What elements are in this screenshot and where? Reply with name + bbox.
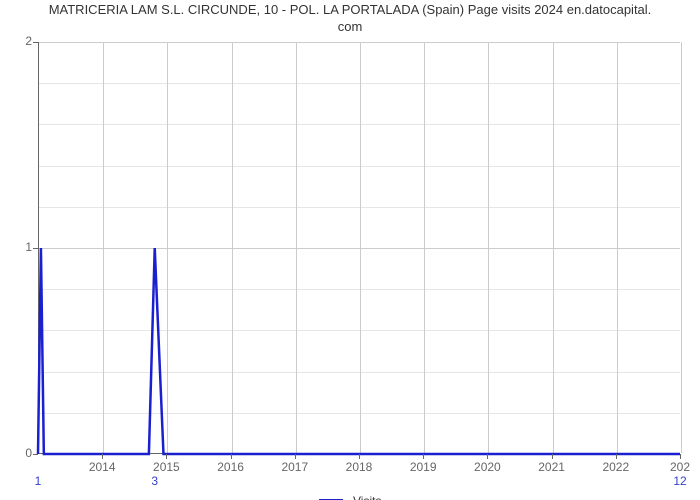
x-top-tick-mark xyxy=(616,454,617,459)
x-top-tick-mark xyxy=(102,454,103,459)
x-top-tick-mark xyxy=(295,454,296,459)
gridline-v xyxy=(681,42,682,453)
y-tick-label: 2 xyxy=(18,34,32,48)
y-tick-mark xyxy=(33,454,38,455)
x-bottom-label: 3 xyxy=(140,474,170,488)
x-top-tick-mark xyxy=(487,454,488,459)
x-top-label: 2018 xyxy=(334,460,384,474)
chart-title: MATRICERIA LAM S.L. CIRCUNDE, 10 - POL. … xyxy=(0,2,700,36)
series-line xyxy=(38,248,680,454)
y-tick-label: 0 xyxy=(18,446,32,460)
y-tick-mark xyxy=(33,42,38,43)
x-top-tick-mark xyxy=(359,454,360,459)
chart-title-line2: com xyxy=(338,19,363,34)
x-top-tick-mark xyxy=(423,454,424,459)
plot-area xyxy=(38,42,680,454)
chart-container: MATRICERIA LAM S.L. CIRCUNDE, 10 - POL. … xyxy=(0,0,700,500)
x-top-tick-mark xyxy=(231,454,232,459)
x-top-tick-mark xyxy=(166,454,167,459)
x-top-label: 2022 xyxy=(591,460,641,474)
x-top-label: 2021 xyxy=(527,460,577,474)
x-top-label: 202 xyxy=(655,460,700,474)
x-top-label: 2020 xyxy=(462,460,512,474)
line-series-layer xyxy=(38,42,680,454)
y-tick-mark xyxy=(33,248,38,249)
x-top-label: 2017 xyxy=(270,460,320,474)
legend: Visits xyxy=(0,492,700,500)
x-top-label: 2016 xyxy=(206,460,256,474)
chart-title-line1: MATRICERIA LAM S.L. CIRCUNDE, 10 - POL. … xyxy=(49,2,652,17)
x-top-label: 2019 xyxy=(398,460,448,474)
x-top-label: 2015 xyxy=(141,460,191,474)
x-top-tick-mark xyxy=(552,454,553,459)
legend-label: Visits xyxy=(353,494,381,500)
x-top-tick-mark xyxy=(680,454,681,459)
x-top-label: 2014 xyxy=(77,460,127,474)
x-bottom-label: 12 xyxy=(665,474,695,488)
x-bottom-label: 1 xyxy=(23,474,53,488)
y-tick-label: 1 xyxy=(18,240,32,254)
